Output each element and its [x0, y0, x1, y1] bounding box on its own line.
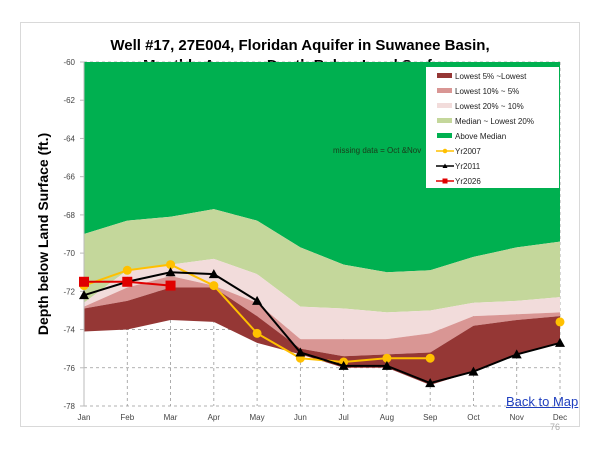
legend-label-median-lowest-20: Median ~ Lowest 20% — [455, 117, 534, 126]
series-yr2026 — [79, 276, 176, 291]
x-tick-label-jan: Jan — [78, 413, 91, 422]
legend-label-lowest-10-5: Lowest 10% ~ 5% — [455, 87, 519, 96]
band-lowest-10-5 — [84, 276, 560, 357]
y-tick-label: -62 — [63, 96, 75, 105]
legend-swatch-median-lowest-20 — [437, 118, 452, 123]
marker-yr2011 — [442, 163, 448, 168]
legend-label-yr2007: Yr2007 — [455, 147, 481, 156]
series-yr2007 — [79, 260, 565, 367]
marker-yr2011 — [208, 269, 219, 279]
x-tick-label-apr: Apr — [208, 413, 221, 422]
band-median-lowest-20 — [84, 209, 560, 313]
marker-yr2026 — [165, 280, 176, 291]
x-tick-label-jun: Jun — [294, 413, 307, 422]
x-tick-label-jul: Jul — [339, 413, 349, 422]
y-tick-label: -60 — [63, 58, 75, 67]
x-tick-label-sep: Sep — [423, 413, 438, 422]
legend-box — [426, 67, 559, 188]
marker-yr2007 — [382, 353, 392, 363]
band-lowest-5-lowest — [84, 287, 560, 385]
x-tick-label-oct: Oct — [467, 413, 480, 422]
x-tick-label-dec: Dec — [553, 413, 567, 422]
x-tick-label-nov: Nov — [510, 413, 524, 422]
line-yr2011 — [83, 271, 561, 385]
y-tick-label: -66 — [63, 173, 75, 182]
y-axis-label: Depth below Land Surface (ft.) — [35, 133, 51, 335]
marker-yr2007 — [122, 265, 132, 275]
y-tick-label: -76 — [63, 364, 75, 373]
marker-yr2011 — [252, 295, 263, 305]
y-tick-label: -68 — [63, 211, 75, 220]
marker-yr2011 — [511, 349, 522, 359]
marker-yr2026 — [442, 178, 448, 184]
legend: Lowest 5% ~Lowest Lowest 10% ~ 5% Lowest 2… — [426, 67, 559, 188]
x-tick-label-feb: Feb — [120, 413, 134, 422]
chart-frame — [20, 22, 580, 427]
y-tick-label: -72 — [63, 287, 75, 296]
legend-label-lowest-5-lowest: Lowest 5% ~Lowest — [455, 72, 527, 81]
marker-yr2011 — [295, 347, 306, 357]
y-tick-label: -78 — [63, 402, 75, 411]
chart-title-line-1: Well #17, 27E004, Floridan Aquifer in Su… — [110, 37, 489, 54]
marker-yr2007 — [425, 353, 435, 363]
marker-yr2011 — [425, 378, 436, 388]
legend-label-yr2026: Yr2026 — [455, 177, 481, 186]
marker-yr2007 — [166, 260, 176, 270]
page-number: 76 — [550, 422, 561, 432]
y-tick-label: -74 — [63, 326, 75, 335]
legend-swatch-lowest-10-5 — [437, 88, 452, 93]
y-tick-label: -64 — [63, 134, 75, 143]
marker-yr2007 — [555, 317, 565, 327]
marker-yr2011 — [555, 337, 565, 347]
marker-yr2011 — [381, 360, 392, 370]
marker-yr2007 — [252, 328, 262, 338]
marker-yr2007 — [209, 281, 219, 291]
legend-marker-yr2007 — [442, 148, 448, 154]
marker-yr2007 — [442, 148, 448, 154]
marker-yr2011 — [338, 360, 349, 370]
missing-data-note: missing data = Oct &Nov — [333, 146, 421, 155]
legend-marker-yr2011 — [442, 163, 448, 168]
marker-yr2011 — [79, 290, 89, 300]
x-tick-label-mar: Mar — [164, 413, 178, 422]
band-lowest-20-10 — [84, 258, 560, 340]
marker-yr2026 — [79, 276, 89, 287]
legend-marker-yr2026 — [442, 178, 448, 184]
legend-swatch-above-median — [437, 133, 452, 138]
x-tick-label-may: May — [250, 413, 265, 422]
y-tick-label: -70 — [63, 249, 75, 258]
marker-yr2026 — [122, 276, 133, 287]
marker-yr2011 — [468, 366, 479, 376]
legend-label-yr2011: Yr2011 — [455, 162, 481, 171]
legend-swatch-lowest-20-10 — [437, 103, 452, 108]
legend-label-above-median: Above Median — [455, 132, 506, 141]
x-tick-label-aug: Aug — [380, 413, 394, 422]
legend-swatch-lowest-5-lowest — [437, 73, 452, 78]
back-to-map-link[interactable]: Back to Map — [506, 394, 579, 409]
marker-yr2011 — [165, 267, 176, 277]
legend-label-lowest-20-10: Lowest 20% ~ 10% — [455, 102, 524, 111]
